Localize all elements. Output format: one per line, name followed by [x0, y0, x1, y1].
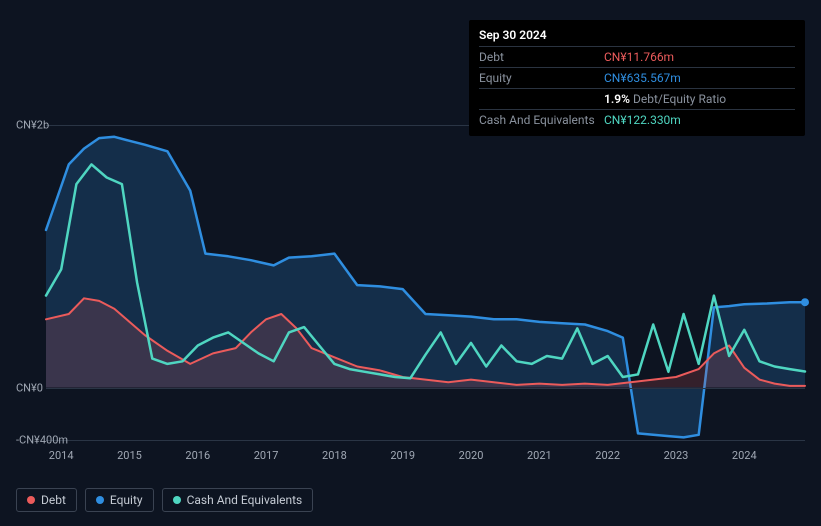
gridline	[46, 388, 805, 389]
legend-item-equity[interactable]: Equity	[85, 488, 154, 512]
chart-container: CN¥2bCN¥0-CN¥400m20142015201620172018201…	[16, 125, 805, 440]
series-area-equity	[46, 137, 805, 438]
x-axis-label: 2014	[49, 449, 74, 462]
legend-dot-icon	[27, 496, 35, 504]
tooltip-row: DebtCN¥11.766m	[479, 46, 795, 67]
plot-area[interactable]	[46, 125, 805, 440]
x-axis-label: 2023	[664, 449, 689, 462]
legend-label: Cash And Equivalents	[187, 493, 303, 507]
tooltip-row-value: CN¥635.567m	[604, 71, 795, 85]
tooltip-row-label: Equity	[479, 71, 604, 85]
x-axis-label: 2020	[459, 449, 484, 462]
legend-dot-icon	[96, 496, 104, 504]
x-axis-label: 2017	[254, 449, 279, 462]
tooltip-row: EquityCN¥635.567m	[479, 67, 795, 88]
tooltip-row: 1.9% Debt/Equity Ratio	[479, 88, 795, 109]
y-axis-label: CN¥2b	[16, 119, 49, 132]
datapoint-tooltip: Sep 30 2024 DebtCN¥11.766mEquityCN¥635.5…	[469, 20, 805, 136]
tooltip-row-label: Cash And Equivalents	[479, 113, 604, 127]
tooltip-row-value: 1.9% Debt/Equity Ratio	[604, 92, 795, 106]
tooltip-row-label	[479, 92, 604, 106]
y-axis-label: CN¥0	[16, 381, 43, 394]
tooltip-row: Cash And EquivalentsCN¥122.330m	[479, 109, 795, 130]
x-axis-label: 2021	[527, 449, 552, 462]
x-axis-label: 2016	[185, 449, 210, 462]
gridline	[46, 440, 805, 441]
legend-item-cash-and-equivalents[interactable]: Cash And Equivalents	[162, 488, 314, 512]
tooltip-date: Sep 30 2024	[479, 26, 795, 46]
tooltip-row-value: CN¥122.330m	[604, 113, 795, 127]
tooltip-row-label: Debt	[479, 50, 604, 64]
series-end-marker	[801, 298, 809, 306]
x-axis-label: 2024	[732, 449, 757, 462]
x-axis-label: 2019	[390, 449, 415, 462]
chart-svg	[46, 125, 805, 440]
legend: Debt Equity Cash And Equivalents	[16, 488, 313, 512]
x-axis-label: 2022	[595, 449, 620, 462]
x-axis-label: 2018	[322, 449, 347, 462]
legend-item-debt[interactable]: Debt	[16, 488, 77, 512]
legend-dot-icon	[173, 496, 181, 504]
tooltip-row-value: CN¥11.766m	[604, 50, 795, 64]
legend-label: Equity	[110, 493, 143, 507]
y-axis-label: -CN¥400m	[16, 434, 68, 447]
x-axis-label: 2015	[117, 449, 142, 462]
legend-label: Debt	[41, 493, 66, 507]
tooltip-rows: DebtCN¥11.766mEquityCN¥635.567m1.9% Debt…	[479, 46, 795, 130]
